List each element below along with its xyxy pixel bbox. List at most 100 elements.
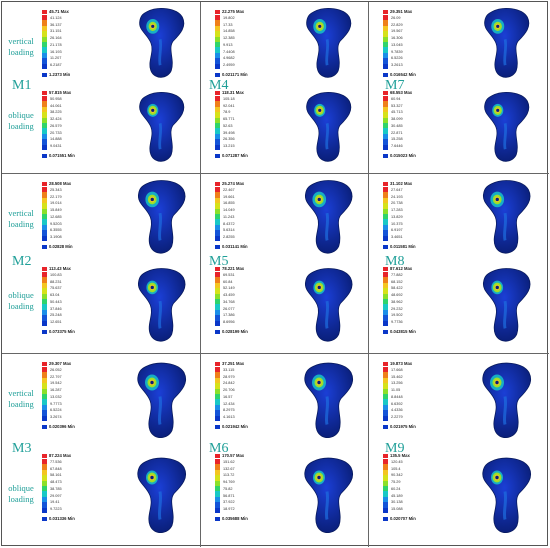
legend-color-step — [215, 208, 220, 215]
legend-max-text: 68.553 Max — [390, 90, 413, 95]
legend-value: 68.152 — [391, 279, 403, 284]
legend-values: 151.62 132.67 113.72 94.769 75.82 56.871 37.92… — [223, 460, 235, 511]
stress-legend: 57.815 Max 50.958 44.061 38.225 32.424 26.579… — [42, 90, 102, 158]
legend-color-step — [42, 367, 47, 373]
screw-hole — [150, 285, 154, 290]
legend-color-step — [215, 299, 220, 305]
legend-max-swatch — [383, 453, 388, 458]
legend-color-step — [215, 187, 220, 193]
legend-value: 19.542 — [50, 381, 62, 386]
model-cell-m3: vertical loading oblique loading M3 29.307 Ma… — [2, 354, 201, 547]
legend-color-step — [383, 63, 388, 70]
legend-value: 38.962 — [391, 299, 403, 304]
legend-value: 45.189 — [391, 493, 403, 498]
legend-value: 4.1613 — [223, 414, 235, 419]
vertical-loading-label-line: loading — [8, 399, 34, 409]
legend-max-label: 22.275 Max — [215, 9, 244, 14]
legend-max-swatch — [215, 266, 220, 271]
legend-color-step — [42, 25, 47, 32]
legend-color-step — [215, 469, 220, 476]
legend-color-step — [42, 144, 47, 151]
legend-value: 43.459 — [223, 293, 235, 298]
legend-color-step — [42, 399, 47, 405]
legend-value: 22.467 — [223, 188, 235, 192]
oblique-loading-label-line: oblique — [8, 483, 34, 493]
legend-value: 31.151 — [50, 29, 62, 34]
legend-value: 26.579 — [50, 123, 62, 128]
model-cell-m9: M9 19.873 Max 17.668 15.462 13.256 11.05 8.844… — [369, 354, 549, 547]
model-label: M7 — [385, 78, 405, 93]
legend-color-step — [383, 36, 388, 43]
legend-value: 67.848 — [50, 466, 62, 471]
legend-min-label: 0.020396 Min — [42, 424, 75, 429]
bone-stress-plot — [484, 8, 530, 78]
legend-value: 22.829 — [391, 22, 403, 27]
legend-min-swatch — [215, 424, 220, 429]
legend-color-step — [383, 372, 388, 378]
legend-value: 38.099 — [391, 117, 403, 122]
legend-value: 2.8255 — [223, 234, 235, 239]
legend-color-step — [42, 469, 47, 476]
legend-value: 26.09 — [391, 16, 401, 20]
legend-color-step — [215, 315, 220, 321]
legend-color-step — [383, 410, 388, 416]
legend-max-label: 118.31 Max — [215, 90, 244, 95]
legend-min-swatch — [215, 72, 220, 77]
legend-min-text: 0.016542 Min — [390, 72, 416, 77]
legend-min-label: 0.015023 Min — [383, 153, 416, 158]
stress-legend: 37.251 Max 33.115 28.979 24.842 20.706 16.57 1… — [215, 361, 275, 429]
legend-max-text: 45.71 Max — [49, 9, 69, 14]
legend-color-step — [42, 388, 47, 395]
legend-min-label: 0.035688 Min — [215, 516, 248, 521]
legend-max-text: 118.31 Max — [222, 90, 244, 95]
legend-min-label: 0.031141 Min — [215, 244, 248, 249]
stress-legend: 19.873 Max 17.668 15.462 13.256 11.05 8.8448 6… — [383, 361, 443, 429]
legend-color-step — [215, 36, 220, 43]
legend-value: 2.2279 — [391, 414, 403, 419]
legend-color-step — [215, 128, 220, 134]
bone-stress-plot — [482, 457, 532, 534]
legend-color-step — [215, 491, 220, 497]
legend-value: 26.077 — [223, 306, 235, 311]
legend-min-text: 0.028199 Min — [222, 329, 248, 334]
legend-color-bar — [383, 96, 388, 151]
legend-value: 75.637 — [50, 286, 62, 291]
legend-value: 6.3555 — [50, 228, 62, 233]
legend-value: 4.9682 — [223, 56, 235, 61]
legend-value: 36.137 — [50, 22, 62, 27]
legend-color-step — [215, 415, 220, 422]
model-cell-m6: M6 37.251 Max 33.115 28.979 24.842 20.706 16.5… — [201, 354, 369, 547]
legend-color-step — [383, 272, 388, 278]
bone-stress-plot — [139, 8, 185, 78]
legend-value: 9.7773 — [50, 401, 62, 406]
stress-streak — [324, 396, 330, 425]
legend-color-step — [42, 214, 47, 220]
legend-values: 50.958 44.061 38.225 32.424 26.579 20.733 14.8… — [50, 97, 62, 148]
legend-value: 60.84 — [223, 279, 233, 284]
legend-min-swatch — [383, 329, 388, 334]
stress-legend: 25.274 Max 22.467 19.661 16.855 14.049 11.243… — [215, 181, 275, 249]
legend-min-label: 0.021975 Min — [383, 424, 416, 429]
legend-value: 14.049 — [223, 208, 235, 213]
legend-value: 15.462 — [391, 374, 403, 379]
legend-color-step — [215, 372, 220, 378]
legend-color-step — [42, 139, 47, 145]
legend-max-text: 135.5 Max — [390, 453, 410, 458]
legend-value: 13.032 — [50, 394, 62, 399]
legend-color-step — [215, 123, 220, 129]
legend-color-step — [42, 20, 47, 26]
legend-max-text: 29.307 Max — [49, 361, 72, 366]
legend-value: 14.858 — [223, 29, 235, 34]
legend-max-swatch — [383, 361, 388, 366]
legend-max-text: 19.873 Max — [390, 361, 413, 366]
vertical-loading-label-line: loading — [8, 219, 34, 229]
stress-legend: 87.224 Max 77.536 67.848 58.161 48.473 38.785… — [42, 453, 102, 521]
legend-color-step — [42, 187, 47, 193]
bone-stress-plot — [137, 180, 186, 254]
legend-value: 13.256 — [391, 381, 403, 386]
legend-color-step — [42, 293, 47, 300]
legend-value: 16.57 — [223, 394, 233, 399]
legend-value: 8.2975 — [223, 408, 235, 413]
legend-value: 9.7839 — [391, 49, 403, 54]
screw-hole — [150, 380, 154, 385]
